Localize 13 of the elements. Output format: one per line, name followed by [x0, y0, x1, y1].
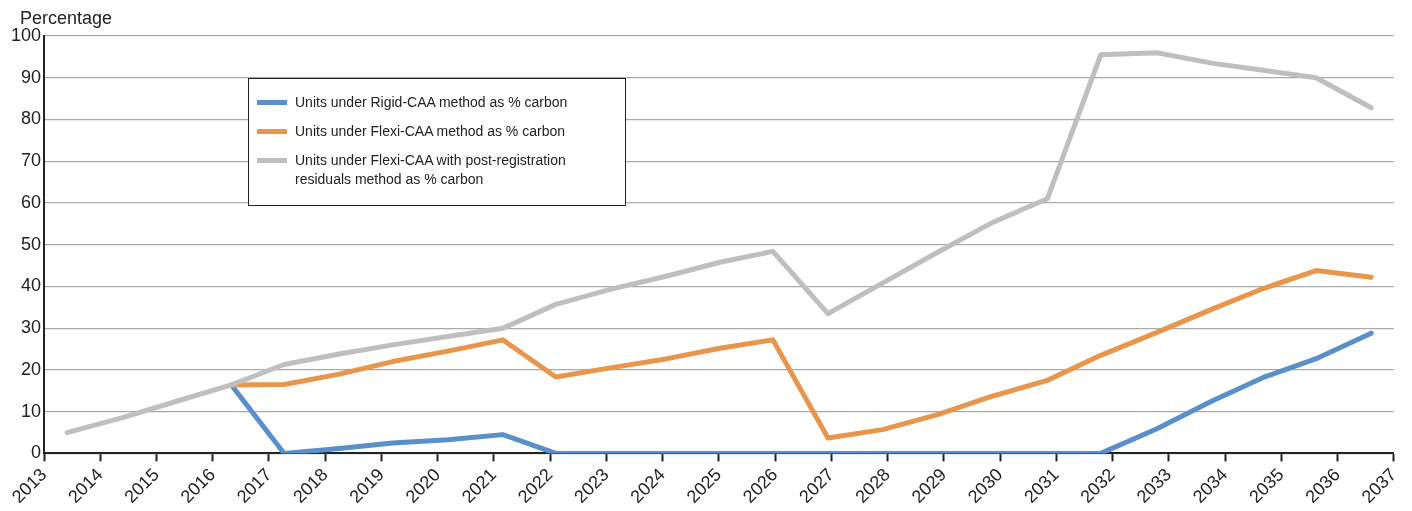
y-tick-label: 90: [21, 66, 42, 87]
y-tick-label: 30: [21, 317, 42, 338]
y-tick-label: 80: [21, 108, 42, 129]
y-tick-label: 40: [21, 275, 42, 296]
legend-label: Units under Flexi-CAA with post-registration residuals method as % carbon: [295, 151, 567, 189]
legend-label: Units under Rigid-CAA method as % carbon: [295, 93, 568, 112]
y-tick-label: 50: [21, 233, 42, 254]
y-tick-label: 0: [31, 442, 42, 463]
legend-label: Units under Flexi-CAA method as % carbon: [295, 122, 566, 141]
y-tick-label: 60: [21, 191, 42, 212]
y-tick-label: 10: [21, 400, 42, 421]
y-tick-label: 20: [21, 358, 42, 379]
y-tick-label: 70: [21, 150, 42, 171]
